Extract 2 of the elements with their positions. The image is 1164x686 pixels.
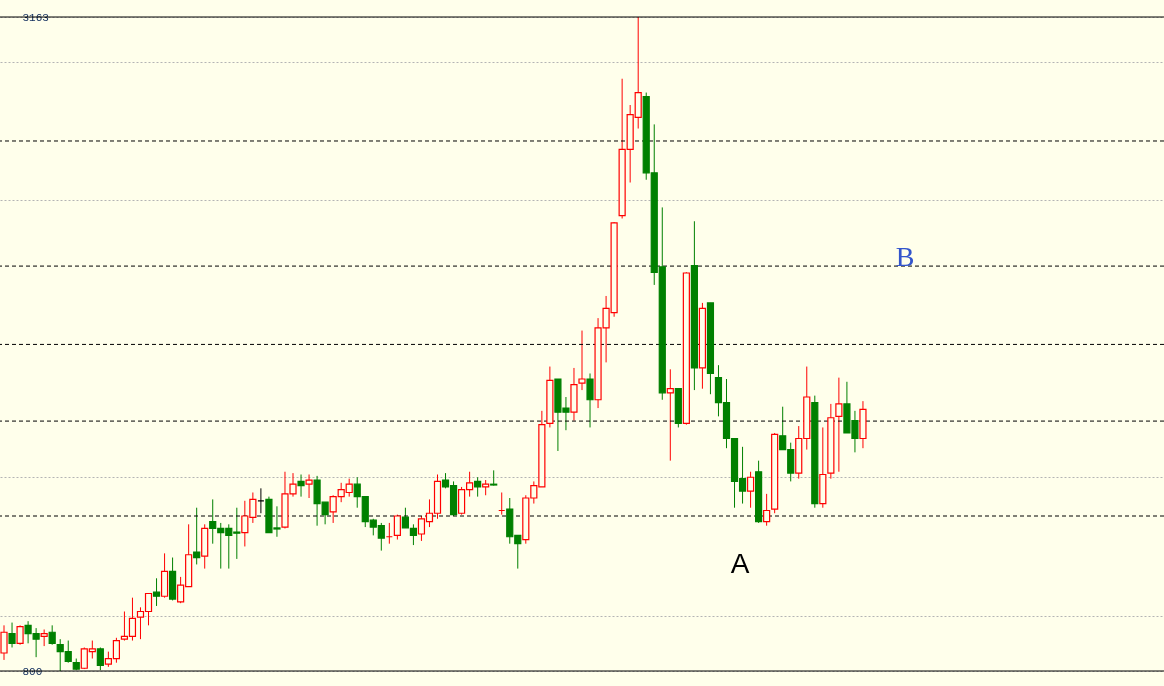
annotation: A	[730, 548, 750, 579]
annotation: B	[895, 241, 915, 272]
